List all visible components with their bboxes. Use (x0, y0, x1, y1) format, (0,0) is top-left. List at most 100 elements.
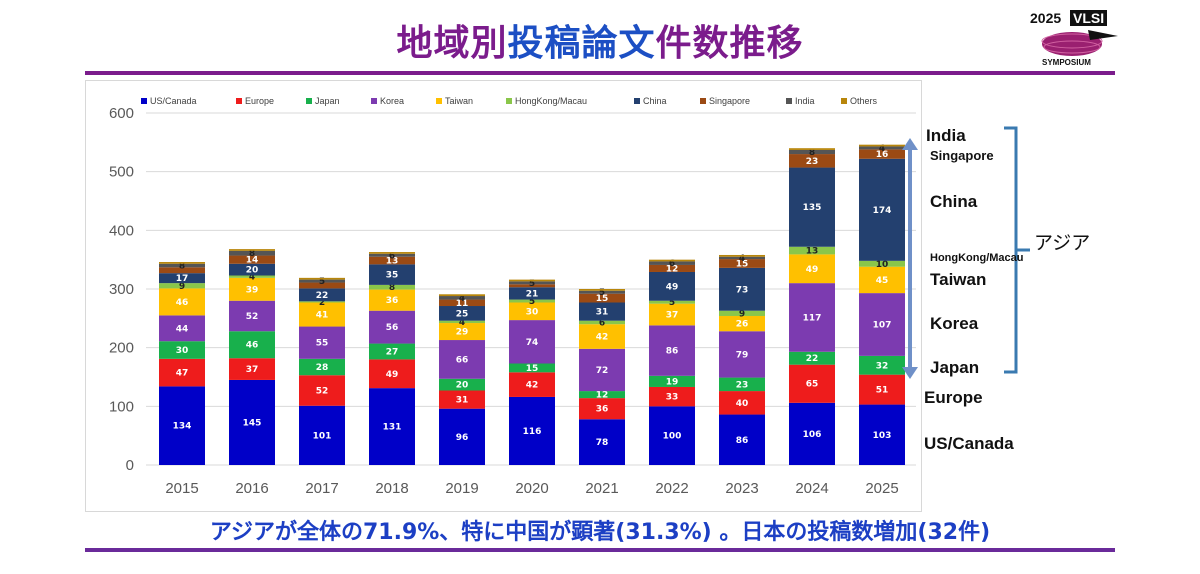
bar-segment (789, 283, 835, 352)
bar-segment (719, 377, 765, 392)
bar-segment (509, 396, 555, 465)
data-label: 26 (736, 320, 749, 330)
data-label: 42 (526, 381, 539, 391)
bar-segment (439, 323, 485, 341)
bar-segment (719, 256, 765, 260)
data-label: 6 (599, 318, 605, 328)
data-label: 49 (806, 265, 819, 275)
logo-subtitle: SYMPOSIUM (1042, 58, 1091, 67)
data-label: 96 (456, 433, 469, 443)
bar-segment (369, 284, 415, 290)
data-label: 66 (456, 355, 469, 365)
bar-segment (649, 325, 695, 376)
side-label-uscanada: US/Canada (924, 434, 1014, 453)
bar-segment (649, 264, 695, 272)
bar-segment (439, 296, 485, 300)
data-label: 74 (526, 338, 539, 348)
bar-segment (649, 386, 695, 407)
data-label: 23 (736, 380, 749, 390)
bar-segment (299, 326, 345, 359)
data-label: 41 (316, 311, 329, 321)
bar-segment (439, 294, 485, 297)
bar-segment (369, 252, 415, 254)
bar-segment (859, 355, 905, 375)
legend-label: Europe (245, 96, 274, 106)
data-label: 25 (456, 309, 469, 319)
bar-segment (369, 253, 415, 257)
bar-segment (229, 255, 275, 264)
data-label: 13 (806, 247, 819, 257)
data-label: 21 (526, 289, 539, 299)
bar-segment (859, 260, 905, 267)
y-tick-label: 100 (109, 398, 134, 415)
data-label: 20 (246, 266, 259, 276)
data-label: 6 (669, 259, 675, 269)
bar-segment (719, 259, 765, 268)
data-label: 9 (739, 309, 745, 319)
data-label: 117 (803, 313, 822, 323)
data-label: 30 (526, 307, 539, 317)
x-tick-label: 2019 (445, 480, 478, 497)
bar-segment (789, 148, 835, 150)
bar-segment (649, 259, 695, 262)
data-label: 45 (876, 276, 889, 286)
data-label: 17 (176, 274, 189, 284)
legend-swatch (306, 98, 312, 104)
data-label: 22 (316, 291, 329, 301)
data-label: 42 (596, 333, 609, 343)
legend-label: Singapore (709, 96, 750, 106)
data-label: 15 (596, 294, 609, 304)
data-label: 55 (316, 339, 329, 349)
data-label: 101 (313, 431, 332, 441)
bar-segment (859, 374, 905, 405)
bar-segment (859, 158, 905, 261)
chart-frame: 0 100 200 300 400 500 600 134 47 30 44 46 9 17 8 2015 14… (85, 80, 922, 512)
data-label: 40 (736, 399, 749, 409)
data-label: 100 (663, 432, 682, 442)
data-label: 8 (179, 262, 185, 272)
data-label: 32 (876, 361, 889, 371)
data-label: 4 (879, 144, 885, 154)
data-label: 4 (739, 254, 745, 264)
bar-segment (369, 264, 415, 285)
asia-bracket (1004, 126, 1018, 374)
bar-segment (229, 331, 275, 359)
data-label: 31 (456, 396, 469, 406)
bar-segment (649, 300, 695, 304)
bar-segment (229, 275, 275, 278)
bar-segment (789, 351, 835, 365)
data-label: 86 (666, 347, 679, 357)
bar-segment (789, 167, 835, 247)
bar-segment (299, 358, 345, 376)
bar-segment (369, 343, 415, 360)
bar-segment (579, 324, 625, 349)
data-label: 10 (876, 260, 889, 270)
bar-segment (439, 299, 485, 307)
y-tick-label: 400 (109, 222, 134, 239)
bar-segment (859, 146, 905, 150)
bar-segment (579, 348, 625, 392)
bar-segment (159, 263, 205, 268)
data-label: 27 (386, 347, 399, 357)
bar-segment (299, 282, 345, 289)
y-tick-label: 300 (109, 281, 134, 298)
data-label: 8 (389, 283, 395, 293)
data-label: 15 (526, 364, 539, 374)
data-label: 15 (736, 259, 749, 269)
data-label: 52 (316, 386, 329, 396)
bar-segment (439, 390, 485, 409)
legend-label: US/Canada (150, 96, 197, 106)
bar-segment (159, 288, 205, 316)
x-tick-label: 2017 (305, 480, 338, 497)
bar-segment (159, 341, 205, 359)
data-label: 4 (249, 273, 255, 283)
bar-segment (509, 320, 555, 364)
logo-globe-icon (1041, 30, 1118, 56)
bar-segment (299, 288, 345, 302)
x-tick-label: 2025 (865, 480, 898, 497)
bar-segment (299, 277, 345, 280)
legend-label: India (795, 96, 815, 106)
bar-segment (719, 331, 765, 378)
data-label: 19 (666, 377, 679, 387)
data-label: 134 (173, 422, 192, 432)
